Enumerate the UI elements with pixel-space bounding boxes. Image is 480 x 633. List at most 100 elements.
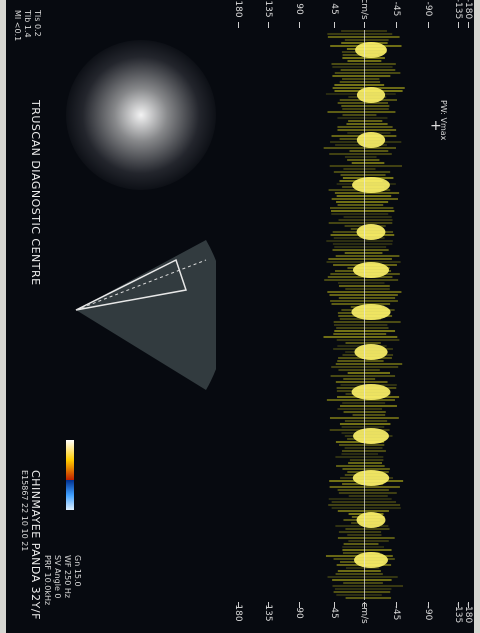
doppler-noise [332, 66, 392, 68]
doppler-pulse [355, 42, 387, 58]
scale-top-label: 180 [233, 0, 243, 24]
doppler-baseline [364, 30, 365, 600]
doppler-noise [332, 303, 391, 305]
param-tis: TIs 0.2 [32, 10, 42, 37]
scale-bottom-tick [268, 602, 269, 608]
doppler-noise [331, 213, 388, 215]
scale-top-label: -90 [423, 0, 433, 24]
doppler-noise [331, 375, 395, 377]
scale-top-label: 135 [263, 0, 273, 24]
doppler-pulse [352, 384, 391, 400]
doppler-noise [349, 495, 388, 497]
doppler-noise [329, 222, 393, 224]
doppler-noise [340, 81, 380, 83]
scale-top-tick [458, 22, 459, 28]
scale-top-tick [334, 22, 335, 28]
scale-bottom-tick [334, 602, 335, 608]
doppler-noise [324, 336, 398, 338]
patient-name: CHINMAYEE PANDA 32Y/F [29, 470, 42, 620]
param-gain: Gn 15.0 [72, 555, 82, 587]
doppler-pulse [354, 552, 388, 568]
doppler-pulse [352, 177, 390, 193]
doppler-noise [326, 240, 393, 242]
doppler-pulse [357, 87, 385, 103]
scale-top-tick [268, 22, 269, 28]
doppler-noise [333, 249, 389, 251]
doppler-noise [345, 156, 377, 158]
doppler-noise [335, 72, 401, 74]
doppler-noise [343, 378, 375, 380]
doppler-noise [324, 279, 398, 281]
doppler-noise [332, 579, 392, 581]
doppler-noise [328, 258, 392, 260]
doppler-noise [340, 405, 397, 407]
doppler-noise [330, 207, 393, 209]
doppler-noise [334, 171, 390, 173]
doppler-noise [337, 126, 392, 128]
doppler-noise [337, 360, 383, 362]
scale-top-tick [468, 22, 469, 28]
scale-bottom-tick [428, 602, 429, 608]
doppler-noise [339, 219, 393, 221]
doppler-noise [330, 165, 402, 167]
doppler-noise [350, 459, 383, 461]
screen-glare [66, 40, 216, 190]
doppler-noise [332, 507, 401, 509]
doppler-noise [352, 162, 385, 164]
doppler-noise [336, 255, 400, 257]
scale-bottom-tick [396, 602, 397, 608]
doppler-pulse [353, 470, 389, 486]
scale-top-tick [299, 22, 300, 28]
doppler-noise [336, 363, 402, 365]
doppler-noise [333, 585, 404, 587]
doppler-noise [346, 123, 387, 125]
doppler-pulse [351, 304, 390, 320]
doppler-noise [332, 75, 390, 77]
doppler-noise [343, 168, 375, 170]
scale-top-tick [238, 22, 239, 28]
doppler-pulse [353, 428, 389, 444]
doppler-pulse [357, 132, 385, 148]
doppler-noise [348, 372, 390, 374]
doppler-noise [329, 498, 392, 500]
doppler-noise [333, 243, 392, 245]
doppler-noise [345, 528, 389, 530]
param-prf: PRF 10.0kHz [42, 555, 52, 605]
doppler-noise [344, 543, 379, 545]
doppler-noise [324, 147, 396, 149]
measure-label: PW: Vmax [438, 100, 448, 140]
doppler-noise [329, 153, 392, 155]
doppler-noise [337, 408, 382, 410]
doppler-noise [344, 216, 392, 218]
doppler-noise [341, 105, 389, 107]
scale-bottom-tick [238, 602, 239, 608]
doppler-noise [327, 399, 395, 401]
doppler-noise [334, 246, 386, 248]
doppler-noise [349, 150, 388, 152]
doppler-noise [336, 201, 388, 203]
scale-bottom-tick [299, 602, 300, 608]
doppler-noise [338, 282, 385, 284]
doppler-noise [342, 549, 391, 551]
doppler-noise [338, 102, 388, 104]
param-tib: TIb 1.4 [22, 10, 32, 38]
doppler-noise [337, 117, 387, 119]
scale-top-tick [396, 22, 397, 28]
doppler-pulse [353, 262, 389, 278]
doppler-noise [334, 321, 401, 323]
doppler-noise [341, 69, 396, 71]
doppler-noise [336, 573, 383, 575]
doppler-noise [339, 444, 384, 446]
doppler-noise [337, 129, 396, 131]
doppler-noise [343, 114, 377, 116]
scale-bottom-tick [468, 602, 469, 608]
doppler-noise [348, 120, 382, 122]
doppler-noise [331, 210, 394, 212]
doppler-noise [328, 576, 398, 578]
doppler-noise [334, 591, 391, 593]
doppler-noise [333, 333, 386, 335]
doppler-noise [338, 537, 395, 539]
doppler-noise [345, 420, 387, 422]
doppler-noise [336, 465, 385, 467]
